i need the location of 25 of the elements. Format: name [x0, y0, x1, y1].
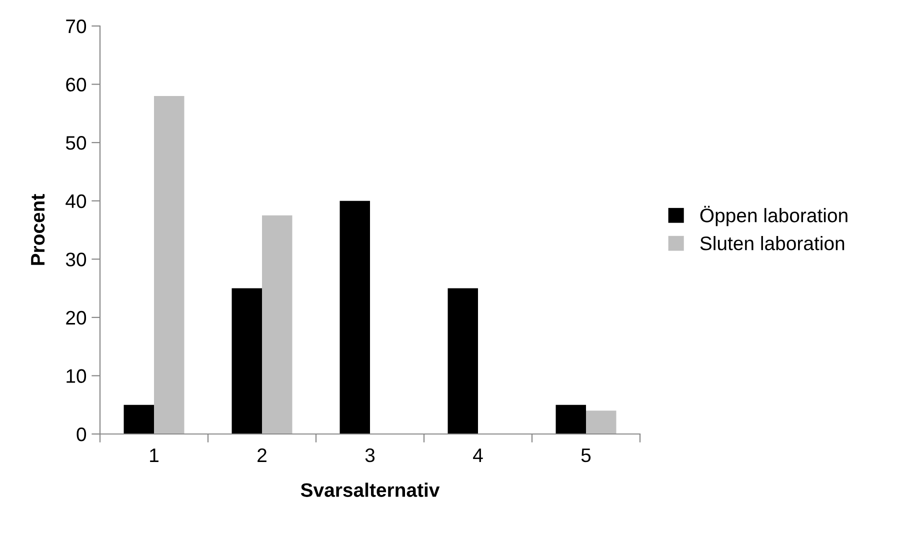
y-tick-label: 30 — [66, 252, 86, 266]
y-tick-label: 0 — [76, 427, 86, 442]
bar — [448, 288, 478, 434]
y-tick-label: 60 — [66, 78, 86, 92]
bar — [262, 215, 292, 434]
y-tick-label: 40 — [66, 194, 86, 208]
y-tick-label: 10 — [66, 369, 86, 383]
y-axis-title: Procent — [31, 194, 45, 265]
y-tick-label: 20 — [66, 310, 86, 325]
legend-label: Sluten laboration — [700, 236, 844, 250]
bar — [232, 288, 262, 434]
x-tick-label: 4 — [473, 448, 483, 462]
bar — [586, 410, 616, 434]
x-tick-label: 1 — [150, 448, 158, 462]
x-tick-label: 3 — [365, 448, 375, 462]
bar — [124, 404, 154, 434]
bar — [340, 200, 370, 434]
y-tick-label: 70 — [66, 19, 86, 34]
legend-label: Öppen laboration — [700, 206, 848, 226]
bar — [556, 404, 586, 434]
bar — [154, 96, 184, 434]
x-tick-label: 5 — [581, 448, 591, 462]
y-tick-label: 50 — [66, 136, 86, 150]
x-axis-title: Svarsalternativ — [300, 482, 440, 497]
x-tick-label: 2 — [258, 448, 266, 462]
